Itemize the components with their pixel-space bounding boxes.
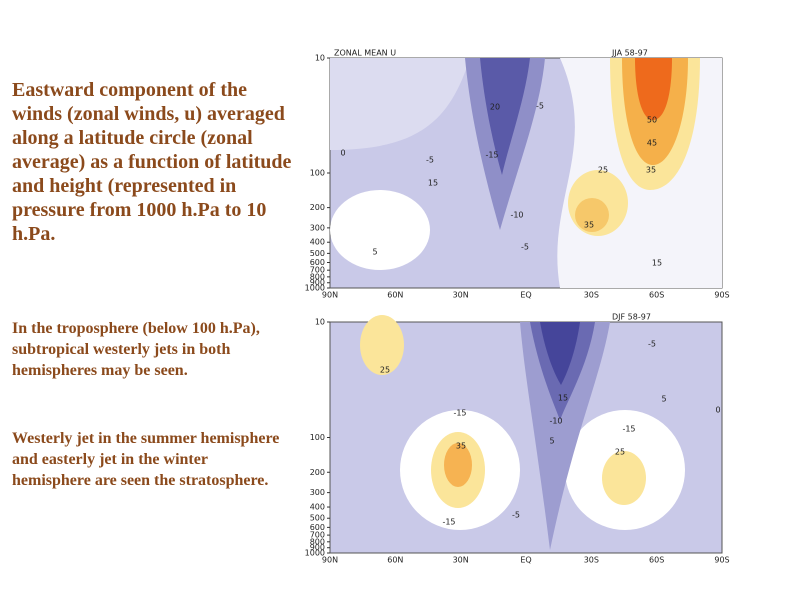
x-tick-label: 30S [584,291,599,300]
contour-label: -5 [512,511,520,520]
paragraph: Westerly jet in the summer hemisphere an… [12,430,280,489]
contour-label: 20 [490,103,500,112]
contour-label: -15 [442,518,455,527]
x-tick-label: 90S [714,291,729,300]
contour-label: 15 [428,179,438,188]
plot-title: ZONAL MEAN U [334,49,396,58]
y-tick-label: 1000 [305,284,325,293]
contour-label: 0 [340,149,345,158]
x-tick-label: 30N [453,291,469,300]
y-tick-label: 400 [310,238,325,247]
y-tick-label: 700 [310,531,325,540]
contour-label: 25 [380,366,390,375]
contour-label: 35 [456,442,466,451]
y-tick-label: 400 [310,503,325,512]
x-tick-label: EQ [520,556,531,565]
x-tick-label: 60S [649,291,664,300]
contour-label: 45 [647,139,657,148]
contour-label: -15 [622,425,635,434]
y-tick-label: 600 [310,258,325,267]
contour-label: 0 [715,406,720,415]
contour-label: -15 [453,409,466,418]
contour-label: -10 [549,417,562,426]
contour-label: 15 [652,259,662,268]
contour-label: 15 [558,394,568,403]
y-tick-label: 500 [310,514,325,523]
y-tick-label: 600 [310,523,325,532]
contour-label: -5 [521,243,529,252]
y-tick-label: 800 [310,272,325,281]
paragraph: Eastward component of the winds (zonal w… [12,79,292,245]
contour-label: -5 [426,156,434,165]
y-tick-label: 300 [310,488,325,497]
x-tick-label: 60N [387,291,403,300]
contour-label: -15 [485,151,498,160]
contour-label: 35 [646,166,656,175]
x-tick-label: 30N [453,556,469,565]
y-tick-label: 1000 [305,549,325,558]
x-tick-label: 90N [322,291,338,300]
x-tick-label: 90S [714,556,729,565]
x-tick-label: 60N [387,556,403,565]
y-tick-label: 700 [310,266,325,275]
y-tick-label: 10 [315,54,325,63]
contour-label: 5 [549,437,554,446]
paragraph: In the troposphere (below 100 h.Pa), sub… [12,320,260,379]
x-tick-label: EQ [520,291,531,300]
contour-label: 5 [372,248,377,257]
contour-label: 5 [661,395,666,404]
y-tick-label: 10 [315,318,325,327]
y-tick-label: 200 [310,203,325,212]
x-tick-label: 60S [649,556,664,565]
y-tick-label: 500 [310,249,325,258]
contour-label: 35 [584,221,594,230]
contour-plot [329,57,723,289]
y-tick-label: 300 [310,223,325,232]
contour-label: -5 [648,340,656,349]
y-tick-label: 100 [310,169,325,178]
plot-title: DJF 58-97 [612,313,651,322]
contour-label: 25 [598,166,608,175]
y-tick-label: 800 [310,537,325,546]
y-tick-label: 200 [310,468,325,477]
y-tick-label: 100 [310,433,325,442]
x-tick-label: 90N [322,556,338,565]
x-tick-label: 30S [584,556,599,565]
y-tick-label: 900 [310,543,325,552]
contour-label: 25 [615,448,625,457]
y-tick-label: 900 [310,278,325,287]
contour-label: 50 [647,116,657,125]
contour-plot [329,315,723,554]
contour-label: -10 [510,211,523,220]
plot-title: JJA 58-97 [611,49,648,58]
contour-label: -5 [536,102,544,111]
